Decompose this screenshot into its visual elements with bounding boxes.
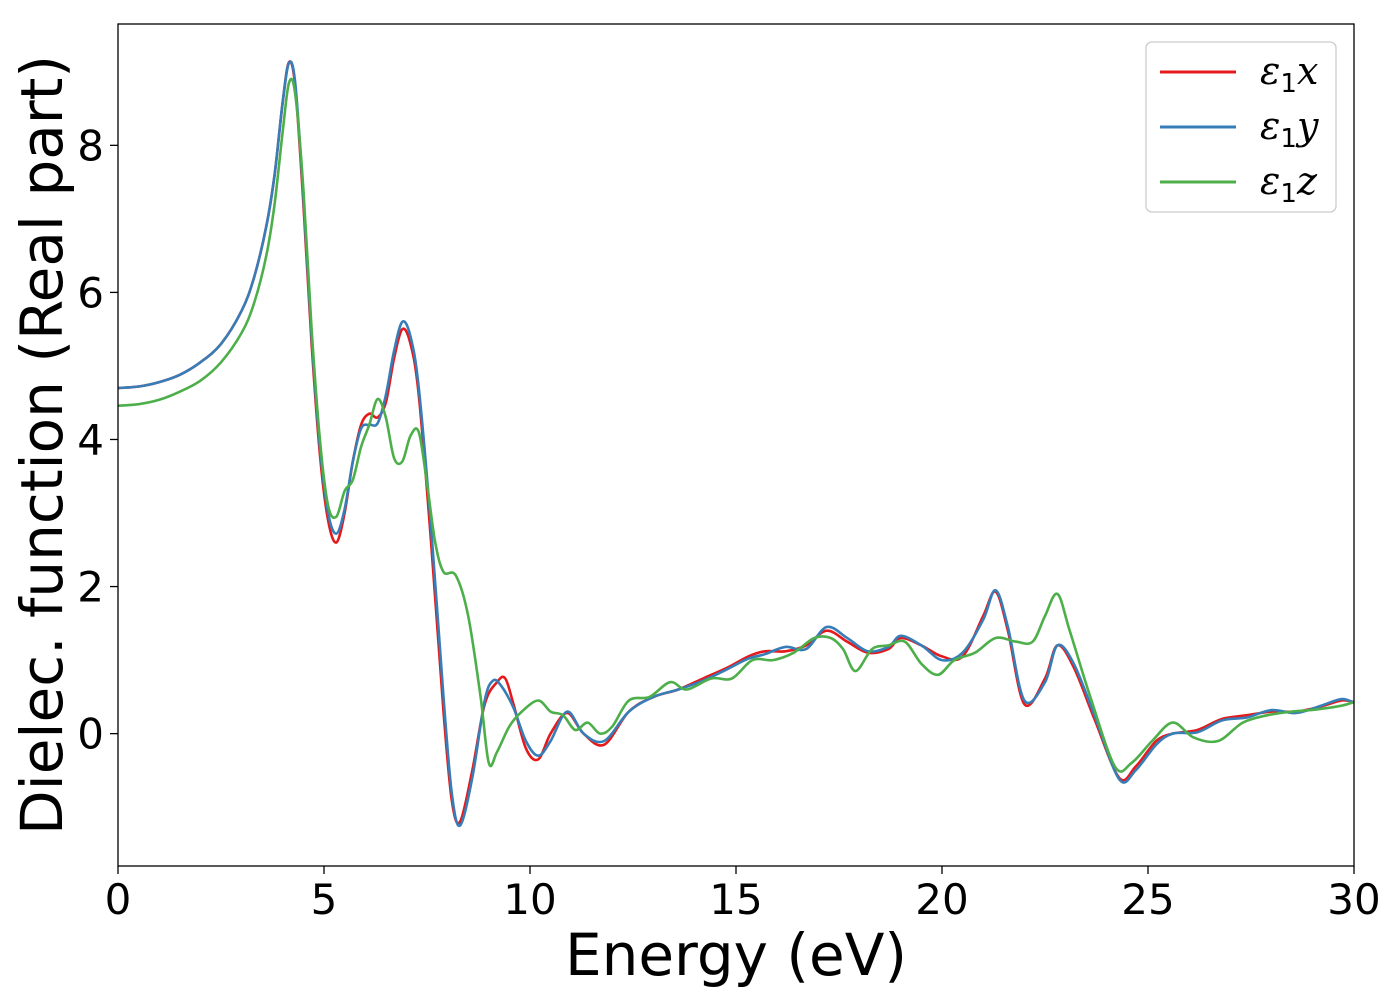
x-tick-label: 5 — [311, 875, 338, 924]
y-axis: 0 2 4 6 8 — [77, 121, 118, 759]
legend-sub: 1 — [1280, 179, 1297, 209]
legend-var: x — [1297, 49, 1318, 93]
legend-sub: 1 — [1280, 69, 1297, 99]
y-tick-label: 2 — [77, 563, 104, 612]
x-tick-label: 15 — [709, 875, 762, 924]
legend-base: ε — [1260, 159, 1280, 203]
y-tick-label: 6 — [77, 268, 104, 317]
legend-sub: 1 — [1280, 124, 1297, 154]
plot-lines — [118, 60, 1354, 828]
x-tick-label: 10 — [503, 875, 556, 924]
x-axis-label: Energy (eV) — [565, 921, 907, 989]
legend-entry-z: ε1z — [1260, 159, 1318, 209]
legend-base: ε — [1260, 104, 1280, 148]
series-line-z — [118, 77, 1354, 773]
legend-entry-x: ε1x — [1260, 49, 1318, 99]
x-tick-label: 25 — [1121, 875, 1174, 924]
legend-base: ε — [1260, 49, 1280, 93]
x-tick-label: 0 — [105, 875, 132, 924]
y-tick-label: 8 — [77, 121, 104, 170]
x-axis: 0 5 10 15 20 25 30 — [105, 866, 1381, 924]
y-tick-label: 0 — [77, 710, 104, 759]
y-axis-label: Dielec. function (Real part) — [8, 55, 76, 835]
legend-entry-y: ε1y — [1260, 104, 1319, 154]
x-tick-label: 20 — [915, 875, 968, 924]
legend-var: y — [1295, 104, 1319, 148]
x-tick-label: 30 — [1327, 875, 1380, 924]
legend-var: z — [1296, 159, 1318, 203]
legend-box — [1145, 41, 1337, 213]
y-tick-label: 4 — [77, 415, 104, 464]
